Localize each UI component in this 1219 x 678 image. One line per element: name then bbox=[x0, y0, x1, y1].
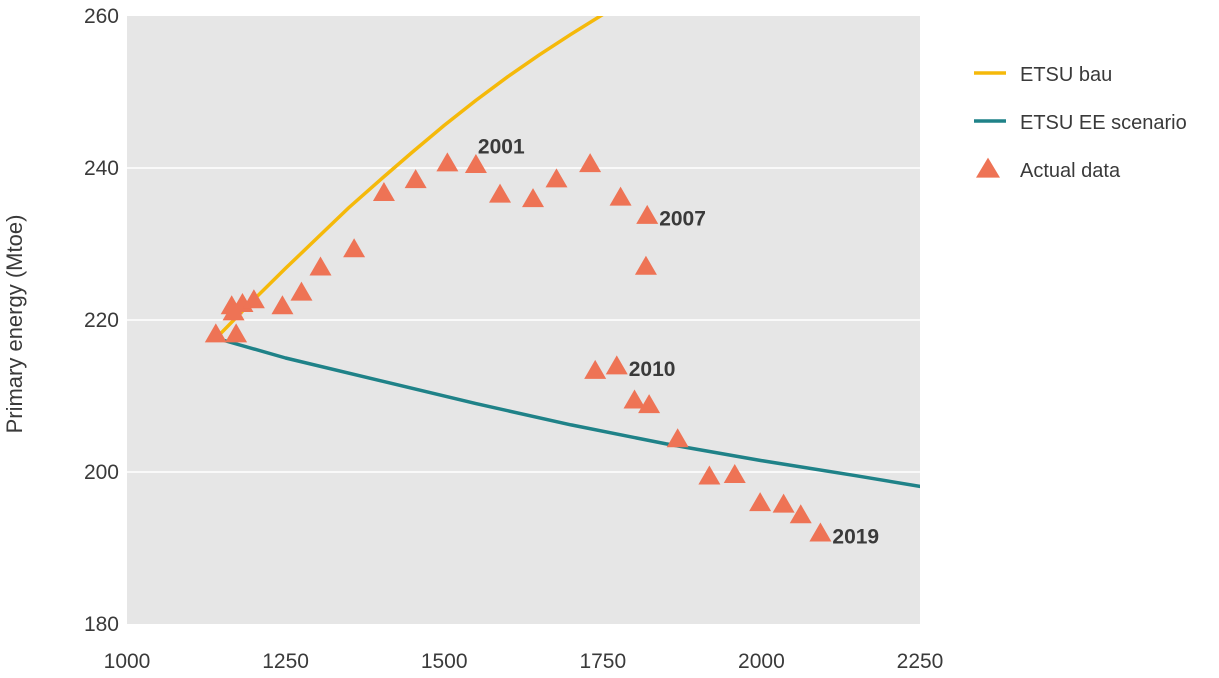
data-point bbox=[634, 255, 657, 275]
data-point bbox=[723, 464, 746, 484]
y-tick-label-220: 220 bbox=[84, 309, 119, 332]
data-point bbox=[584, 359, 607, 379]
data-point bbox=[809, 522, 832, 542]
legend-label-bau: ETSU bau bbox=[1020, 64, 1112, 86]
data-point bbox=[579, 153, 602, 173]
annotation-2019: 2019 bbox=[832, 525, 879, 548]
data-point bbox=[609, 186, 632, 206]
gridlines bbox=[127, 167, 920, 473]
legend: ETSU bau ETSU EE scenario Actual data bbox=[974, 64, 1187, 182]
data-point bbox=[636, 204, 659, 224]
x-tick-label-1750: 1750 bbox=[579, 650, 626, 673]
annotations: 2001 2007 2010 2019 bbox=[478, 136, 879, 549]
tick-labels: 180 200 220 240 260 1000 1250 1500 1750 2000 2250 bbox=[84, 5, 943, 673]
data-point bbox=[666, 428, 689, 448]
x-tick-label-2250: 2250 bbox=[897, 650, 944, 673]
x-tick-label-2000: 2000 bbox=[738, 650, 785, 673]
data-point bbox=[204, 323, 227, 343]
data-point bbox=[749, 492, 772, 512]
y-tick-label-200: 200 bbox=[84, 461, 119, 484]
data-point bbox=[404, 169, 427, 189]
data-point bbox=[789, 504, 812, 524]
y-tick-label-180: 180 bbox=[84, 613, 119, 636]
data-point bbox=[343, 238, 366, 258]
series-lines bbox=[217, 16, 920, 489]
series-line-etsu-bau bbox=[217, 16, 604, 337]
data-point bbox=[489, 183, 512, 203]
legend-swatch-actual bbox=[976, 157, 1000, 178]
data-point bbox=[545, 168, 568, 188]
x-tick-label-1500: 1500 bbox=[421, 650, 468, 673]
data-point bbox=[309, 256, 332, 276]
data-points bbox=[204, 152, 832, 542]
annotation-2001: 2001 bbox=[478, 136, 525, 159]
data-point bbox=[290, 281, 313, 301]
legend-label-actual: Actual data bbox=[1020, 160, 1121, 182]
data-point bbox=[638, 394, 661, 414]
data-point bbox=[436, 152, 459, 172]
data-point bbox=[698, 465, 721, 485]
data-point bbox=[242, 289, 265, 309]
y-axis-title: Primary energy (Mtoe) bbox=[2, 215, 27, 434]
data-point bbox=[225, 323, 248, 343]
data-point bbox=[623, 389, 646, 409]
data-point bbox=[372, 182, 395, 202]
annotation-2010: 2010 bbox=[629, 358, 676, 381]
data-point bbox=[464, 153, 487, 173]
y-tick-label-260: 260 bbox=[84, 5, 119, 28]
data-point bbox=[522, 188, 545, 208]
data-point bbox=[605, 355, 628, 375]
series-line-etsu-ee-scenario bbox=[217, 337, 920, 489]
data-point bbox=[772, 493, 795, 513]
annotation-2007: 2007 bbox=[659, 208, 706, 231]
y-tick-label-240: 240 bbox=[84, 157, 119, 180]
x-tick-label-1250: 1250 bbox=[262, 650, 309, 673]
legend-label-ee: ETSU EE scenario bbox=[1020, 112, 1187, 134]
data-point bbox=[271, 295, 294, 315]
x-tick-label-1000: 1000 bbox=[104, 650, 151, 673]
